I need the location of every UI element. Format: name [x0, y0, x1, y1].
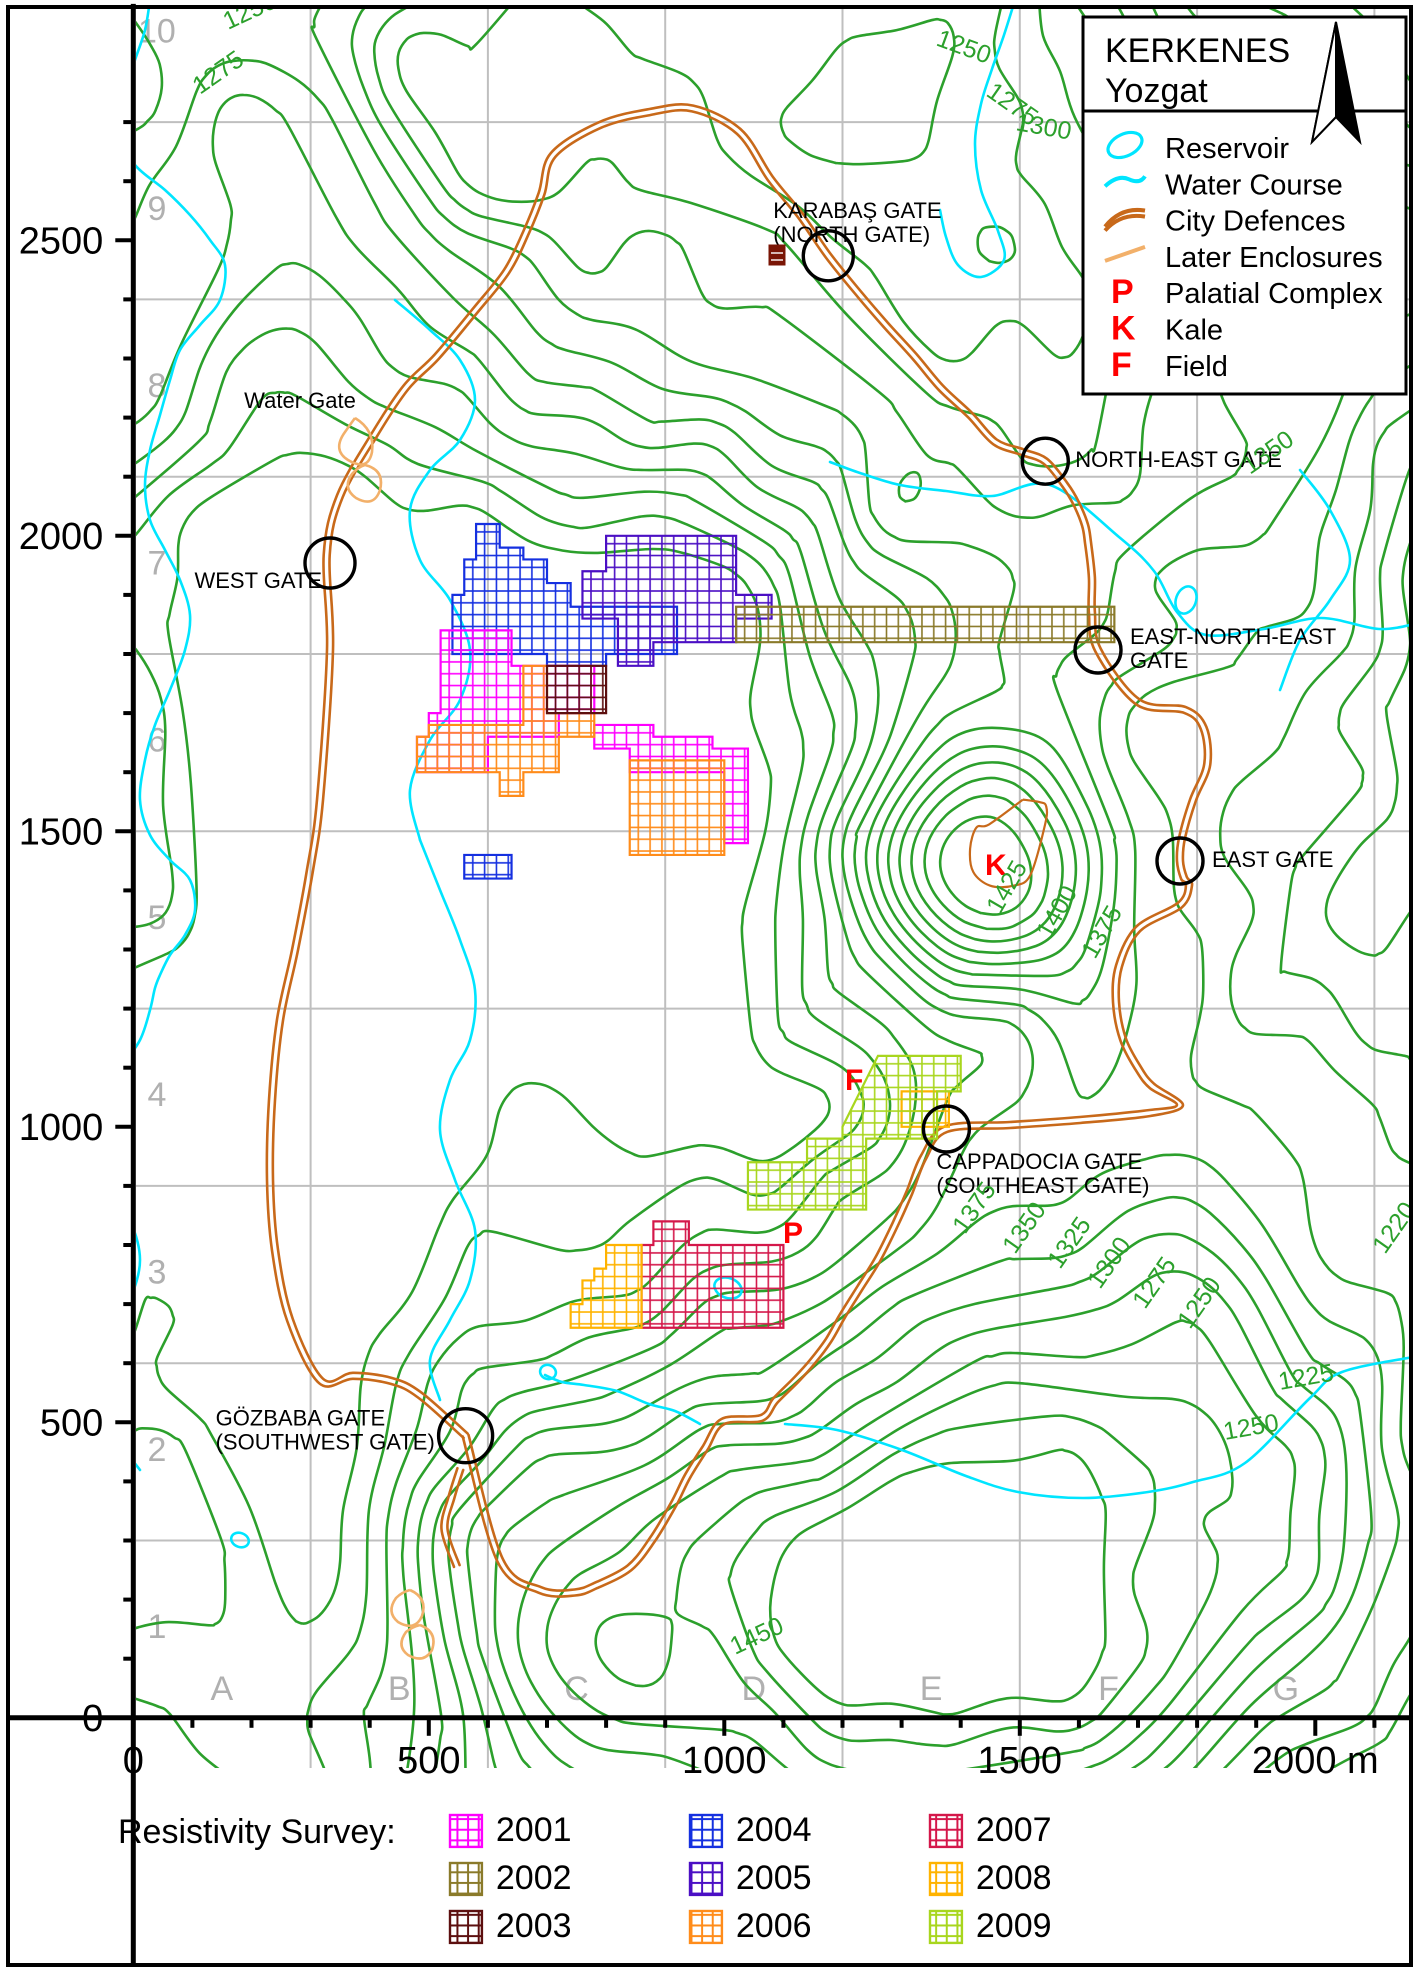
svg-text:1000: 1000: [19, 1107, 104, 1149]
svg-text:P: P: [783, 1217, 803, 1250]
svg-text:2: 2: [147, 1431, 166, 1469]
svg-text:2500: 2500: [19, 220, 104, 262]
svg-text:K: K: [1111, 310, 1136, 348]
svg-text:2009: 2009: [976, 1907, 1052, 1945]
svg-text:2001: 2001: [496, 1811, 572, 1849]
svg-text:7: 7: [147, 544, 166, 582]
svg-text:Yozgat: Yozgat: [1105, 72, 1208, 110]
svg-text:2005: 2005: [736, 1859, 812, 1897]
svg-text:E: E: [920, 1670, 943, 1708]
svg-text:2006: 2006: [736, 1907, 812, 1945]
svg-text:GATE: GATE: [1130, 648, 1188, 673]
svg-text:CAPPADOCIA GATE: CAPPADOCIA GATE: [936, 1149, 1142, 1174]
svg-text:Water Gate: Water Gate: [244, 388, 356, 413]
svg-text:1500: 1500: [19, 811, 104, 853]
svg-text:P: P: [1111, 273, 1134, 311]
svg-text:Resistivity Survey:: Resistivity Survey:: [118, 1813, 396, 1851]
svg-text:Later Enclosures: Later Enclosures: [1165, 242, 1383, 274]
svg-text:0: 0: [82, 1698, 103, 1740]
svg-text:1: 1: [147, 1608, 166, 1646]
svg-text:Water Course: Water Course: [1165, 169, 1343, 201]
svg-text:KARABAŞ GATE: KARABAŞ GATE: [773, 198, 941, 223]
svg-text:EAST GATE: EAST GATE: [1212, 847, 1333, 872]
svg-text:500: 500: [40, 1402, 103, 1444]
svg-text:2004: 2004: [736, 1811, 812, 1849]
svg-text:A: A: [211, 1670, 234, 1708]
svg-text:City Defences: City Defences: [1165, 206, 1346, 238]
svg-text:5: 5: [147, 899, 166, 937]
svg-text:1000: 1000: [682, 1740, 767, 1782]
svg-text:3: 3: [147, 1253, 166, 1291]
svg-text:2008: 2008: [976, 1859, 1052, 1897]
svg-text:F: F: [1098, 1670, 1119, 1708]
svg-text:2002: 2002: [496, 1859, 572, 1897]
svg-text:F: F: [845, 1064, 863, 1097]
svg-text:2003: 2003: [496, 1907, 572, 1945]
svg-text:Kale: Kale: [1165, 315, 1223, 347]
svg-text:Palatial Complex: Palatial Complex: [1165, 278, 1383, 310]
svg-text:F: F: [1111, 346, 1132, 384]
svg-text:KERKENES: KERKENES: [1105, 32, 1290, 70]
svg-text:500: 500: [397, 1740, 460, 1782]
svg-text:4: 4: [147, 1076, 166, 1114]
svg-text:2007: 2007: [976, 1811, 1052, 1849]
svg-text:2000 m: 2000 m: [1252, 1740, 1379, 1782]
svg-text:Reservoir: Reservoir: [1165, 133, 1289, 165]
svg-text:WEST GATE: WEST GATE: [194, 568, 322, 593]
svg-text:9: 9: [147, 190, 166, 228]
svg-text:2000: 2000: [19, 516, 104, 558]
svg-text:1500: 1500: [978, 1740, 1063, 1782]
svg-text:(SOUTHWEST GATE): (SOUTHWEST GATE): [216, 1430, 435, 1455]
svg-text:0: 0: [123, 1740, 144, 1782]
svg-text:(NORTH GATE): (NORTH GATE): [773, 222, 930, 247]
svg-text:EAST-NORTH-EAST: EAST-NORTH-EAST: [1130, 624, 1336, 649]
svg-text:Field: Field: [1165, 351, 1228, 383]
svg-text:B: B: [388, 1670, 411, 1708]
svg-text:GÖZBABA GATE: GÖZBABA GATE: [216, 1406, 386, 1431]
